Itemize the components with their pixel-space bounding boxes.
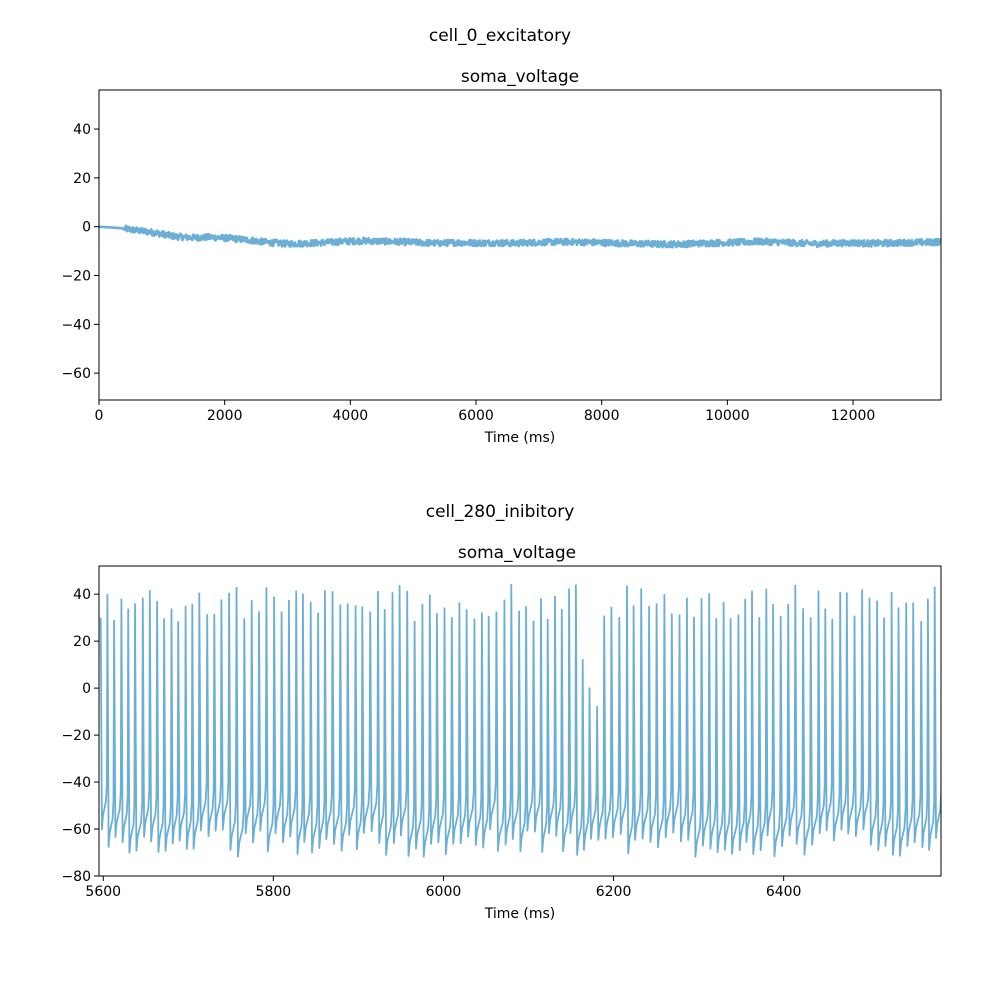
y-tick-label: −60 [61,366,91,382]
y-tick-label: 40 [73,587,91,603]
y-tick-label: 20 [73,171,91,187]
y-tick-label: 20 [73,634,91,650]
panel-2-y-ticks: −80 −60 −40 −20 0 20 40 [61,587,99,885]
panel-1-plot-area [99,224,941,249]
y-tick-label: 0 [82,681,91,697]
y-tick-label: −40 [61,775,91,791]
x-tick-label: 6400 [766,884,802,900]
x-tick-label: 0 [95,408,104,424]
panel-1-axes-frame [98,89,942,401]
y-tick-label: 0 [82,220,91,236]
series-line [99,224,941,249]
y-tick-label: 40 [73,122,91,138]
panel-2-x-ticks: 5600 5800 6000 6200 6400 [85,876,801,900]
x-tick-label: 6000 [426,884,462,900]
x-tick-label: 12000 [831,408,876,424]
x-tick-label: 5800 [256,884,292,900]
panel-1-x-ticks: 0 2000 4000 6000 8000 10000 12000 [95,400,876,424]
x-tick-label: 10000 [705,408,750,424]
x-tick-label: 2000 [207,408,243,424]
x-tick-label: 5600 [85,884,121,900]
panel-1-y-ticks: −60 −40 −20 0 20 40 [61,122,99,382]
y-tick-label: −20 [61,728,91,744]
x-tick-label: 6200 [596,884,632,900]
series-line [99,584,941,858]
panel-2-axes-frame [98,565,942,877]
panel-2-x-axis-label: Time (ms) [484,906,556,922]
panel-1-suptitle: cell_0_excitatory [429,26,571,46]
y-tick-label: −60 [61,822,91,838]
x-tick-label: 6000 [458,408,494,424]
panel-cell-0: cell_0_excitatory soma_voltage 0 2000 4000… [61,26,942,446]
panel-1-x-axis-label: Time (ms) [484,430,556,446]
panel-2-suptitle: cell_280_inibitory [426,502,575,522]
y-tick-label: −40 [61,317,91,333]
x-tick-label: 8000 [584,408,620,424]
panel-cell-280: cell_280_inibitory soma_voltage 5600 5800… [61,502,942,922]
panel-1-title: soma_voltage [461,67,579,87]
panel-2-plot-area [99,584,941,858]
y-tick-label: −80 [61,869,91,885]
panel-2-title: soma_voltage [458,543,576,563]
x-tick-label: 4000 [333,408,369,424]
y-tick-label: −20 [61,269,91,285]
